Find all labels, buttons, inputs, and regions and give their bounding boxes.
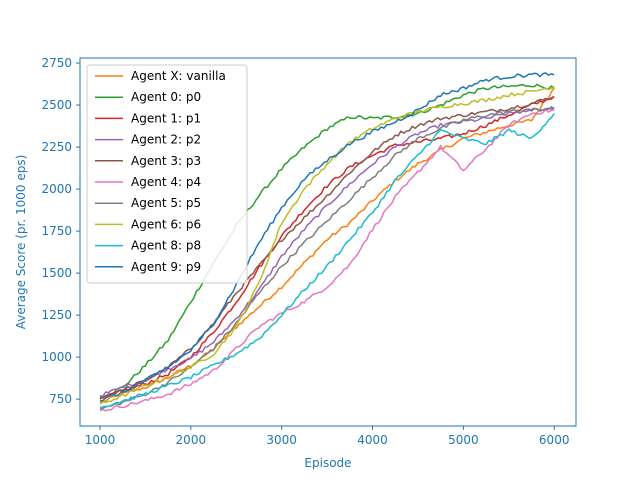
legend-label-9: Agent 9: p9 xyxy=(131,260,201,274)
y-tick-label-3: 1500 xyxy=(41,266,72,280)
x-tick-label-5: 6000 xyxy=(539,433,570,447)
series-line-3 xyxy=(99,107,555,398)
legend-label-6: Agent 5: p5 xyxy=(131,196,201,210)
x-tick-label-1: 2000 xyxy=(176,433,207,447)
y-tick-label-8: 2750 xyxy=(41,56,72,70)
legend-box xyxy=(86,64,248,284)
y-tick-label-2: 1250 xyxy=(41,308,72,322)
x-tick-label-3: 4000 xyxy=(357,433,388,447)
legend: Agent X: vanilla Agent 0: p0 Agent 1: p1 Ag… xyxy=(86,64,248,284)
y-tick-label-6: 2250 xyxy=(41,140,72,154)
legend-label-3: Agent 2: p2 xyxy=(131,133,201,147)
y-tick-label-0: 750 xyxy=(49,392,72,406)
y-tick-label-1: 1000 xyxy=(41,350,72,364)
plot-frame xyxy=(79,57,577,427)
series-line-5 xyxy=(99,108,555,412)
series-line-1 xyxy=(99,83,555,399)
x-axis-title: Episode xyxy=(304,456,351,470)
x-tick-label-2: 3000 xyxy=(266,433,297,447)
x-axis: 1000 2000 3000 4000 5000 6000 xyxy=(85,426,570,447)
y-tick-label-4: 1750 xyxy=(41,224,72,238)
series-line-9 xyxy=(99,72,555,402)
series-line-6 xyxy=(99,106,555,410)
series-line-2 xyxy=(99,95,555,400)
legend-label-7: Agent 6: p6 xyxy=(131,217,201,231)
legend-label-5: Agent 4: p4 xyxy=(131,175,201,189)
legend-label-4: Agent 3: p3 xyxy=(131,154,201,168)
y-axis: 750 1000 1250 1500 1750 2000 2250 2500 2750 xyxy=(41,56,80,406)
legend-label-0: Agent X: vanilla xyxy=(131,69,226,83)
y-tick-label-5: 2000 xyxy=(41,182,72,196)
y-tick-label-7: 2500 xyxy=(41,98,72,112)
x-tick-label-0: 1000 xyxy=(85,433,116,447)
series-line-4 xyxy=(99,96,555,399)
series-line-7 xyxy=(99,85,555,405)
y-axis-title: Average Score (pr. 1000 eps) xyxy=(14,155,28,330)
series-line-8 xyxy=(99,113,555,409)
legend-label-8: Agent 8: p8 xyxy=(131,239,201,253)
series-layer xyxy=(99,72,555,412)
legend-label-2: Agent 1: p1 xyxy=(131,111,201,125)
x-tick-label-4: 5000 xyxy=(448,433,479,447)
series-line-0 xyxy=(99,87,555,404)
legend-label-1: Agent 0: p0 xyxy=(131,90,201,104)
